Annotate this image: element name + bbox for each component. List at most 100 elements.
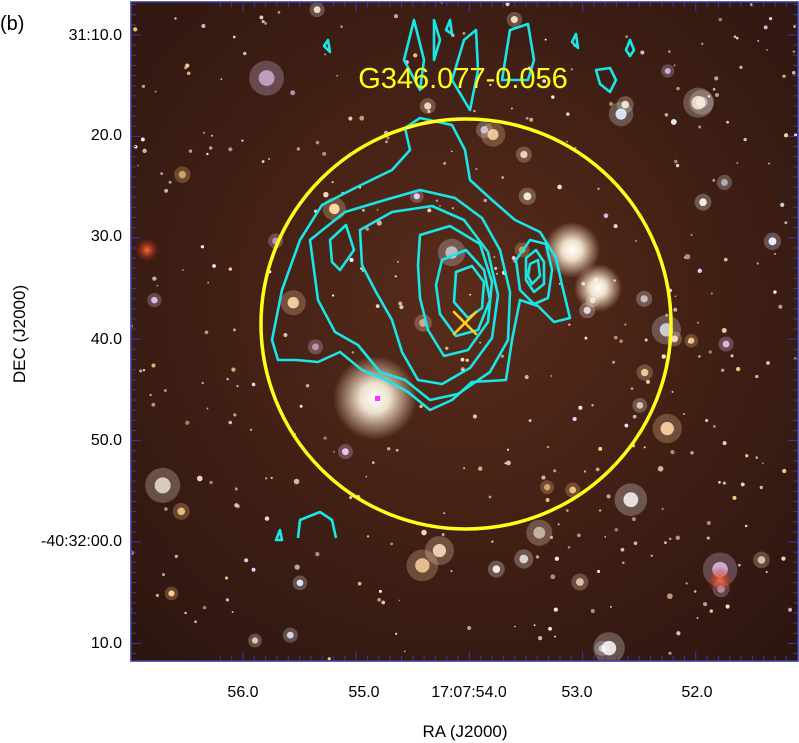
- star: [463, 467, 466, 470]
- star: [386, 136, 390, 140]
- star: [361, 208, 365, 212]
- star: [202, 605, 207, 610]
- x-tick-label: 52.0: [681, 684, 712, 701]
- star: [668, 50, 671, 53]
- star: [494, 267, 498, 270]
- star: [791, 70, 796, 75]
- star: [251, 382, 256, 387]
- star: [393, 14, 399, 19]
- star: [277, 11, 281, 14]
- star: [141, 84, 146, 88]
- star: [721, 179, 728, 186]
- star: [743, 137, 747, 142]
- star: [773, 290, 777, 294]
- star: [220, 78, 223, 81]
- star: [513, 625, 516, 628]
- star: [567, 546, 571, 549]
- star: [661, 354, 667, 359]
- star: [210, 134, 214, 137]
- star: [506, 448, 510, 451]
- star: [707, 95, 711, 98]
- contour-level-3: [358, 204, 500, 386]
- star: [283, 332, 288, 337]
- star: [621, 100, 630, 109]
- star: [235, 504, 240, 509]
- star: [673, 64, 676, 67]
- star: [698, 355, 701, 358]
- star: [506, 460, 511, 466]
- star: [371, 461, 375, 465]
- star: [683, 256, 686, 259]
- star: [264, 516, 270, 521]
- star: [209, 146, 213, 150]
- star: [475, 167, 478, 171]
- star: [152, 276, 157, 281]
- star: [413, 193, 420, 200]
- star: [781, 556, 786, 561]
- star: [181, 269, 184, 271]
- panel-label: (b): [0, 13, 24, 35]
- star: [640, 50, 645, 55]
- star: [427, 109, 431, 113]
- star: [387, 447, 391, 451]
- star: [487, 128, 499, 141]
- star: [186, 71, 191, 75]
- star: [315, 140, 320, 145]
- star: [236, 385, 239, 388]
- star: [768, 162, 770, 165]
- star: [261, 160, 265, 163]
- star: [243, 51, 247, 56]
- star: [597, 187, 600, 191]
- star: [441, 533, 445, 537]
- star: [381, 600, 386, 605]
- star: [630, 387, 634, 390]
- contour-north-6: [322, 38, 332, 54]
- star: [524, 375, 529, 380]
- star: [164, 188, 169, 193]
- star: [640, 368, 649, 377]
- star: [261, 20, 265, 24]
- star: [232, 35, 236, 39]
- star: [329, 203, 340, 215]
- star: [682, 412, 686, 416]
- star: [541, 475, 546, 480]
- star: [489, 83, 492, 87]
- star: [488, 495, 492, 499]
- star: [323, 191, 329, 198]
- star: [670, 119, 677, 125]
- contour-level-5: [434, 248, 492, 338]
- star: [324, 53, 327, 56]
- bright-star: [574, 264, 622, 312]
- star: [666, 593, 673, 600]
- star: [188, 149, 193, 153]
- star: [258, 70, 275, 86]
- star: [744, 524, 748, 528]
- y-tick-label: -40:32:00.0: [41, 533, 122, 550]
- contour-west: [328, 223, 356, 272]
- star: [712, 178, 716, 182]
- star: [609, 605, 612, 608]
- x-axis-title: RA (J2000): [422, 722, 507, 741]
- star: [569, 486, 577, 494]
- star: [403, 650, 406, 653]
- star: [756, 262, 759, 265]
- star: [259, 15, 264, 20]
- star: [268, 158, 271, 160]
- x-tick-label: 56.0: [227, 684, 258, 701]
- star: [413, 53, 418, 58]
- star: [557, 523, 560, 526]
- star: [713, 425, 716, 428]
- star: [665, 313, 669, 317]
- star: [421, 529, 427, 536]
- star: [720, 368, 725, 372]
- star: [399, 305, 404, 310]
- star: [296, 147, 301, 151]
- star: [722, 340, 730, 348]
- star: [491, 540, 494, 543]
- star: [550, 375, 553, 377]
- star: [168, 590, 175, 597]
- star: [632, 414, 637, 419]
- star: [232, 328, 237, 332]
- star: [710, 292, 713, 295]
- star: [721, 327, 727, 333]
